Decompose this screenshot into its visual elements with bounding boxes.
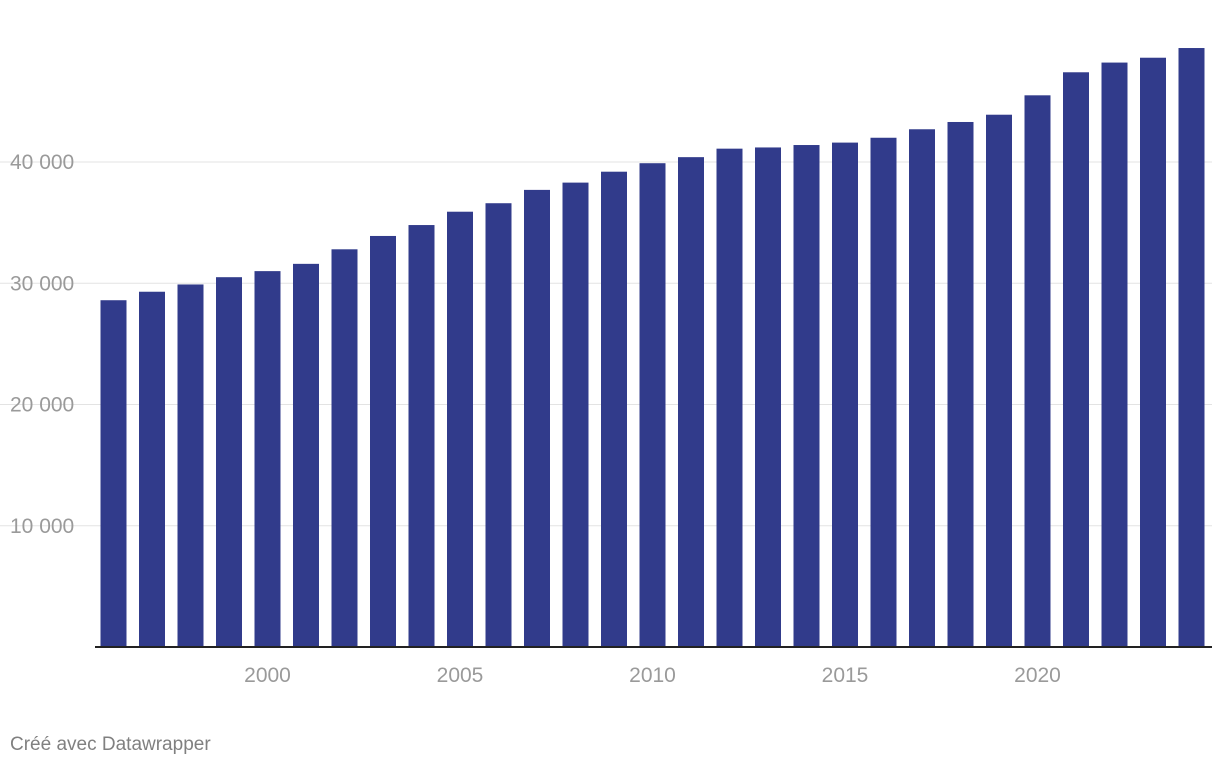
x-tick-label: 2020 <box>1014 664 1061 687</box>
bar-2018[interactable] <box>947 121 974 648</box>
bar-1996[interactable] <box>100 300 127 647</box>
bar-2017[interactable] <box>909 129 935 647</box>
bar-1998[interactable] <box>177 284 204 647</box>
x-tick-label: 2005 <box>437 664 484 687</box>
bar-2016[interactable] <box>870 137 897 647</box>
y-tick-label: 10 000 <box>10 515 74 538</box>
bar-2015[interactable] <box>832 142 858 647</box>
y-tick-label: 30 000 <box>10 272 74 295</box>
bar-2024[interactable] <box>1178 48 1205 647</box>
axes: 2000 2005 2010 2015 2020 <box>95 646 1212 687</box>
x-tick-label: 2015 <box>822 664 869 687</box>
bar-2020[interactable] <box>1024 95 1051 647</box>
bar-2003[interactable] <box>370 235 396 647</box>
bar-2006[interactable] <box>485 203 512 647</box>
bar-2000[interactable] <box>254 271 281 647</box>
bar-2004[interactable] <box>408 225 435 648</box>
bar-chart-svg: 10 000 20 000 30 000 40 000 2000 2005 2010 201… <box>0 48 1212 687</box>
bar-2022[interactable] <box>1101 62 1128 647</box>
bars <box>100 48 1205 648</box>
bar-2013[interactable] <box>755 147 781 647</box>
x-tick-label: 2010 <box>629 664 676 687</box>
bar-2005[interactable] <box>447 211 473 647</box>
bar-2010[interactable] <box>639 163 666 647</box>
credit-text[interactable]: Créé avec Datawrapper <box>10 734 211 755</box>
bar-2009[interactable] <box>601 171 627 647</box>
y-tick-label: 40 000 <box>10 151 74 174</box>
bar-2008[interactable] <box>562 182 589 648</box>
bar-2011[interactable] <box>678 157 704 647</box>
bar-2001[interactable] <box>293 263 319 647</box>
bar-2012[interactable] <box>716 148 743 647</box>
x-tick-label: 2000 <box>244 664 291 687</box>
bar-1997[interactable] <box>139 291 165 647</box>
bar-2002[interactable] <box>331 249 358 648</box>
bar-1999[interactable] <box>216 277 242 647</box>
bar-2007[interactable] <box>524 189 550 647</box>
bar-2021[interactable] <box>1063 72 1089 647</box>
bar-2023[interactable] <box>1140 57 1166 648</box>
y-tick-label: 20 000 <box>10 394 74 417</box>
bar-2019[interactable] <box>986 114 1012 647</box>
bar-2014[interactable] <box>793 145 820 647</box>
